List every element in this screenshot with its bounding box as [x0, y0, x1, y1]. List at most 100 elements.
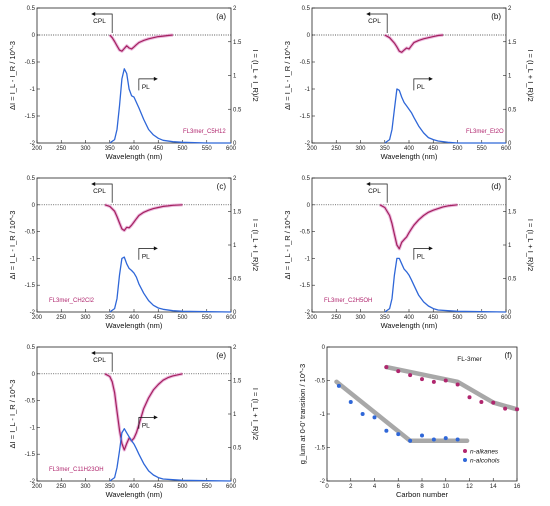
- pl-arrowhead: [428, 246, 433, 251]
- cpl-arrow: [94, 183, 113, 203]
- y-right-tick-label: 0: [233, 479, 237, 485]
- y-right-tick-label: 2: [233, 6, 237, 12]
- y-left-tick-label: -0.5: [300, 60, 311, 66]
- alcohol-point: [348, 399, 353, 404]
- y-right-tick-label: 0: [508, 310, 512, 316]
- pl-annotation: PL: [142, 422, 150, 429]
- x-axis-label: Wavelength (nm): [106, 321, 163, 330]
- x-tick-label: 400: [404, 315, 415, 321]
- x-tick-label: 350: [380, 146, 391, 152]
- pl-annotation: PL: [142, 84, 150, 91]
- plot-frame: [36, 346, 232, 482]
- pl-arrowhead: [428, 76, 433, 81]
- alcohol-point: [384, 428, 389, 433]
- cpl-line: [109, 34, 173, 52]
- alcohol-point: [372, 415, 377, 420]
- x-axis-label: Wavelength (nm): [106, 152, 163, 161]
- y-right-axis-label: I = (I_L + I_R)/2: [526, 219, 535, 271]
- x-tick-label: 400: [129, 315, 140, 321]
- x-tick-label: 250: [331, 146, 342, 152]
- x-tick-label: 6: [397, 484, 401, 490]
- sample-tag: FL3mer_C5H12: [183, 129, 226, 135]
- y-tick-label: -0.5: [315, 379, 326, 385]
- sample-tag: FL3mer_C11H23OH: [49, 467, 104, 473]
- x-tick-label: 300: [355, 315, 366, 321]
- x-tick-label: 500: [452, 146, 463, 152]
- alcohol-point: [360, 412, 365, 416]
- y-left-tick-label: -1.5: [25, 283, 36, 289]
- x-tick-label: 600: [226, 146, 237, 152]
- y-left-tick-label: -0.5: [25, 230, 36, 236]
- alcohol-point: [396, 432, 401, 437]
- x-tick-label: 450: [153, 484, 164, 490]
- cpl-line: [104, 373, 183, 451]
- y-right-tick-label: 1.5: [508, 40, 517, 46]
- y-left-tick-label: 0: [32, 372, 36, 378]
- y-left-tick-label: 0: [32, 203, 36, 209]
- pl-arrow: [138, 417, 155, 429]
- x-tick-label: 4: [373, 484, 377, 490]
- alcohol-point: [408, 438, 413, 443]
- plot-frame: [36, 7, 232, 144]
- cpl-shadow: [104, 203, 183, 233]
- y-right-axis-label: I = (I_L + I_R)/2: [251, 219, 260, 271]
- x-tick-label: 400: [129, 484, 140, 490]
- y-left-tick-label: 0.5: [27, 176, 36, 182]
- x-tick-label: 200: [32, 315, 43, 321]
- x-tick-label: 300: [80, 146, 91, 152]
- cpl-line: [384, 34, 444, 53]
- panel-0: 200 250 300 350 400 450 500 550 600-2-1.5-1-0.50…: [8, 6, 260, 161]
- cpl-arrow: [94, 352, 113, 372]
- x-tick-label: 500: [177, 146, 188, 152]
- x-tick-label: 300: [355, 146, 366, 152]
- alkane-point: [455, 382, 460, 387]
- y-right-tick-label: 0: [508, 141, 512, 147]
- y-right-tick-label: 2: [508, 176, 512, 182]
- cpl-annotation: CPL: [368, 188, 381, 195]
- y-left-tick-label: -1: [30, 256, 36, 262]
- panel-label: (e): [216, 351, 226, 360]
- x-tick-label: 0: [325, 484, 329, 490]
- y-right-axis-label: I = (I_L + I_R)/2: [251, 388, 260, 440]
- y-right-tick-label: 2: [233, 176, 237, 182]
- cpl-annotation: CPL: [368, 18, 381, 25]
- cpl-arrow: [369, 183, 388, 203]
- x-tick-label: 200: [32, 484, 43, 490]
- panel-1: 200 250 300 350 400 450 500 550 600-2-1.5-1-0.50…: [283, 6, 535, 161]
- x-tick-label: 600: [501, 315, 512, 321]
- y-left-tick-label: -2: [305, 310, 311, 316]
- x-tick-label: 450: [153, 315, 164, 321]
- y-left-tick-label: 0: [307, 33, 311, 39]
- legend-label-alkanes: n-alkanes: [470, 448, 499, 455]
- pl-arrow: [413, 248, 430, 260]
- x-axis-label: Carbon number: [396, 490, 449, 499]
- y-left-tick-label: -0.5: [300, 230, 311, 236]
- y-left-axis-label: ΔI = I_L - I_R / 10^-3: [8, 211, 17, 280]
- y-right-tick-label: 2: [508, 6, 512, 12]
- cpl-annotation: CPL: [93, 18, 106, 25]
- pl-annotation: PL: [417, 253, 425, 260]
- panel-label: (a): [216, 12, 226, 21]
- x-axis-label: Wavelength (nm): [381, 321, 438, 330]
- x-tick-label: 10: [442, 484, 449, 490]
- y-right-axis-label: I = (I_L + I_R)/2: [251, 49, 260, 101]
- alkane-point: [396, 369, 401, 374]
- alcohol-trend-band: [334, 379, 470, 444]
- y-left-tick-label: -2: [30, 141, 36, 147]
- panel-label: (f): [504, 351, 512, 360]
- pl-line: [384, 257, 507, 313]
- y-axis-label: g_lum at 0-0' transition / 10^-3: [298, 364, 307, 464]
- x-tick-label: 450: [428, 146, 439, 152]
- panel-label: (b): [491, 12, 501, 21]
- pl-line: [109, 256, 232, 313]
- y-left-tick-label: 0.5: [27, 345, 36, 351]
- pl-annotation: PL: [417, 84, 425, 91]
- x-tick-label: 250: [331, 315, 342, 321]
- y-right-tick-label: 1.5: [508, 210, 517, 216]
- x-tick-label: 350: [105, 484, 116, 490]
- cpl-arrowhead: [366, 12, 371, 16]
- x-tick-label: 300: [80, 484, 91, 490]
- y-left-axis-label: ΔI = I_L - I_R / 10^-3: [8, 380, 17, 449]
- panel-4: 200 250 300 350 400 450 500 550 600-2-1.5-1-0.50…: [8, 345, 260, 499]
- cpl-arrowhead: [91, 12, 96, 16]
